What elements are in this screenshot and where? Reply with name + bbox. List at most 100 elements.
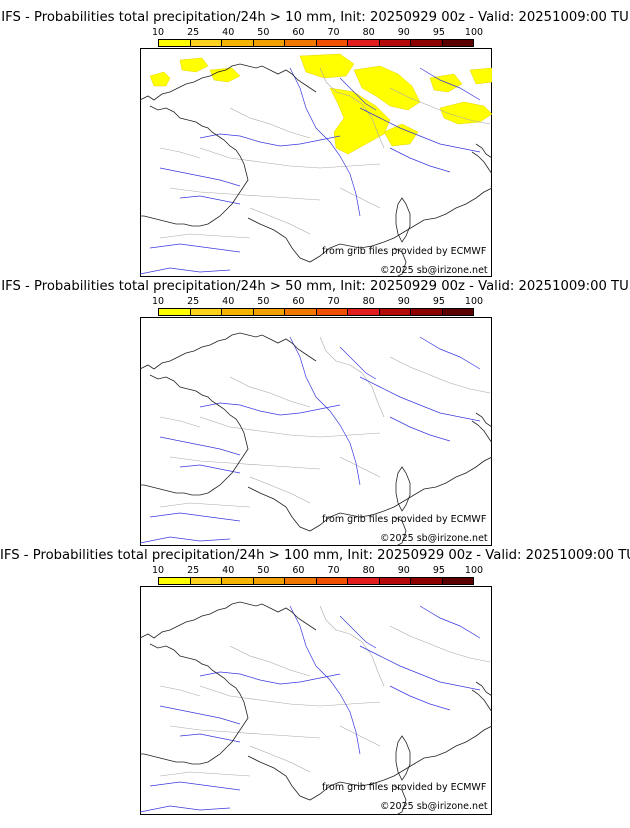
colorbar-segment (253, 309, 285, 315)
colorbar-tick-label: 50 (257, 27, 270, 38)
colorbar-ticks: 10 25 40 50 60 70 80 90 95 100 (152, 565, 483, 577)
copyright-text: ©2025 sb@irizone.net (380, 801, 488, 812)
river (149, 243, 241, 253)
admin-border (339, 725, 381, 747)
colorbar-tick-label: 10 (151, 296, 165, 307)
colorbar-segment (316, 309, 348, 315)
panel-title: IFS - Probabilities total precipitation/… (0, 548, 630, 563)
colorbar-tick-label: 90 (397, 27, 410, 38)
coastline (247, 456, 492, 532)
colorbar-segment (379, 40, 411, 46)
river (199, 133, 341, 147)
coastline (140, 601, 317, 765)
map-frame (140, 586, 492, 815)
colorbar-segment (316, 578, 348, 584)
admin-border (159, 771, 251, 777)
copyright-text: ©2025 sb@irizone.net (380, 533, 488, 544)
colorbar-tick-label: 80 (362, 296, 375, 307)
map-frame (140, 48, 492, 277)
admin-border (159, 233, 251, 239)
coastlines (140, 601, 492, 815)
colorbar-segment (379, 578, 411, 584)
river (179, 733, 241, 743)
river (389, 147, 451, 173)
colorbar-segment (379, 309, 411, 315)
panel-title: IFS - Probabilities total precipitation/… (1, 10, 629, 25)
map-border (140, 317, 492, 546)
admin-border (169, 725, 321, 739)
river (140, 536, 231, 544)
colorbar-segment (348, 309, 380, 315)
admin-border (389, 625, 491, 663)
colorbar-segment (411, 309, 443, 315)
colorbar-segment (316, 40, 348, 46)
colorbar-tick-label: 60 (292, 296, 305, 307)
rivers (140, 336, 481, 544)
admin-border (169, 187, 321, 201)
colorbar-tick-label: 25 (187, 296, 200, 307)
colorbar-tick-label: 25 (187, 27, 200, 38)
river (289, 336, 361, 486)
coastline (395, 466, 411, 512)
colorbar-segment (222, 578, 254, 584)
map-frame (140, 317, 492, 546)
river (359, 107, 481, 153)
colorbar-tick-label: 100 (464, 296, 484, 307)
colorbar-segment (285, 309, 317, 315)
river (159, 436, 241, 456)
colorbar-segment (159, 40, 191, 46)
precip-area (149, 71, 171, 87)
coastline (471, 681, 492, 713)
precip-probability-areas (149, 53, 492, 155)
colorbar-segment (159, 309, 191, 315)
coastline (140, 63, 317, 227)
colorbar-tick-label: 25 (187, 565, 200, 576)
admin-border (199, 416, 381, 438)
admin-border (389, 87, 491, 125)
river (149, 512, 241, 522)
admin-borders (159, 605, 491, 777)
river (289, 605, 361, 755)
admin-border (199, 147, 381, 169)
precip-area (383, 123, 419, 147)
coastlines (140, 63, 492, 277)
colorbar-tick-label: 50 (257, 296, 270, 307)
admin-borders (159, 67, 491, 239)
precip-area (329, 87, 391, 155)
map-border (140, 586, 492, 815)
colorbar-ticks: 10 25 40 50 60 70 80 90 95 100 (152, 296, 483, 308)
admin-border (229, 376, 311, 408)
river (179, 464, 241, 474)
coastline (393, 247, 407, 277)
colorbar (158, 39, 474, 47)
precip-area (179, 57, 209, 73)
colorbar-segment (442, 309, 473, 315)
colorbar-segment (411, 578, 443, 584)
admin-borders (159, 336, 491, 508)
admin-border (319, 336, 385, 418)
map-svg (140, 317, 492, 546)
colorbar-tick-label: 70 (327, 565, 340, 576)
colorbar (158, 308, 474, 316)
coastline (471, 143, 492, 175)
river (339, 615, 377, 649)
copyright-text: ©2025 sb@irizone.net (380, 265, 488, 276)
precip-area (439, 101, 492, 125)
river (419, 605, 481, 639)
map-panel-100mm: IFS - Probabilities total precipitation/… (0, 548, 630, 816)
coastline (140, 332, 317, 496)
colorbar (158, 577, 474, 585)
colorbar-tick-label: 100 (464, 565, 484, 576)
admin-border (339, 187, 381, 209)
precip-area (353, 65, 421, 111)
coastline (395, 735, 411, 781)
admin-border (159, 502, 251, 508)
colorbar-segment (222, 309, 254, 315)
river (389, 685, 451, 711)
admin-border (159, 685, 201, 697)
river (149, 781, 241, 791)
precip-area (469, 67, 492, 85)
colorbar-tick-label: 50 (257, 565, 270, 576)
admin-border (339, 456, 381, 478)
colorbar-tick-label: 40 (222, 27, 235, 38)
